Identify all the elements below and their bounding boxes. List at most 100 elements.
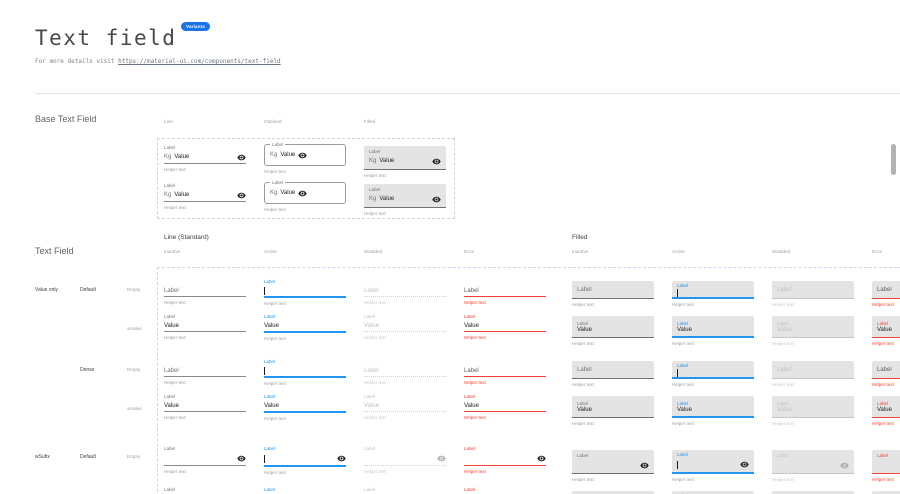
field-label: Label (364, 287, 379, 294)
field-floating-label (364, 278, 446, 285)
helper-text: Helper text (164, 469, 186, 474)
text-field-line-disabled[interactable]: Label Helper text (364, 358, 446, 385)
text-field-filled-active[interactable]: Label Helper text (672, 278, 754, 307)
text-field-line-inactive[interactable]: Label Helper text (164, 278, 246, 305)
scrollbar-thumb[interactable] (891, 144, 896, 175)
text-field-line-inactive[interactable]: Label Kg Value Helper text (164, 182, 246, 210)
visibility-icon[interactable] (840, 461, 849, 470)
text-field-line-error[interactable]: Label Helper text (464, 358, 546, 385)
row-label-state: Empty (127, 454, 141, 459)
text-field-filled-error[interactable]: Label Helper text (872, 445, 900, 482)
field-floating-label (464, 358, 546, 365)
text-field-outlined-inactive[interactable]: Label Kg Value Helper text (264, 140, 346, 174)
text-field-line-active[interactable]: Label Helper text (264, 445, 346, 475)
field-floating-label (464, 278, 546, 285)
text-field-line-inactive[interactable]: Label Helper text (164, 445, 246, 474)
field-floating-label: Label (164, 314, 176, 319)
text-field-line-active[interactable]: Label Helper text (264, 278, 346, 306)
field-value: Value (877, 327, 892, 333)
text-field-filled-disabled[interactable]: Label Helper text (772, 445, 854, 482)
row-label-subgroup: Dense (80, 367, 95, 373)
text-field-filled-disabled[interactable]: Label Helper text (772, 278, 854, 307)
field-label: Label (464, 287, 479, 294)
field-floating-label: Label (164, 183, 176, 188)
text-field-filled-inactive[interactable]: Label Kg Value Helper text (364, 144, 446, 178)
helper-text: Helper text (164, 167, 186, 172)
col-header-line-inactive: Inactive (164, 249, 181, 254)
text-field-filled-inactive[interactable]: Label Helper text (572, 358, 654, 387)
text-field-line-inactive[interactable]: Label Helper text (164, 358, 246, 385)
visibility-icon[interactable] (237, 454, 246, 463)
helper-text: Helper text (364, 211, 386, 216)
visibility-icon[interactable] (298, 189, 307, 198)
helper-text: Helper text (464, 300, 486, 305)
helper-text: Helper text (772, 421, 794, 426)
visibility-icon[interactable] (537, 454, 546, 463)
field-floating-label: Label (364, 487, 376, 492)
field-floating-label: Label (464, 314, 476, 319)
text-field-filled-error[interactable]: Label Helper text (872, 358, 900, 387)
col-header-line-error: Error (464, 249, 475, 254)
text-field-filled-active[interactable]: Label Helper text (672, 445, 754, 482)
helper-text: Helper text (872, 477, 894, 482)
text-field-line-error[interactable]: Label Helper text (464, 445, 546, 474)
text-field-line-inactive[interactable]: Label Kg Value Helper text (164, 144, 246, 172)
visibility-icon[interactable] (237, 153, 246, 162)
text-field-filled-inactive[interactable]: Label Kg Value Helper text (364, 182, 446, 216)
row-label-state: Empty (127, 287, 141, 292)
text-field-outlined-inactive[interactable]: Label Kg Value Helper text (264, 178, 346, 212)
field-value: Value (877, 407, 892, 413)
visibility-icon[interactable] (432, 157, 441, 166)
text-field-line-disabled[interactable]: Label Helper text (364, 445, 446, 474)
visibility-icon[interactable] (437, 454, 446, 463)
visibility-icon[interactable] (298, 151, 307, 160)
helper-text: Helper text (164, 380, 186, 385)
text-field-line-disabled[interactable]: Label Helper text (364, 278, 446, 305)
visibility-icon[interactable] (640, 461, 649, 470)
text-field-filled-error[interactable]: Label Helper text (872, 278, 900, 307)
visibility-icon[interactable] (337, 454, 346, 463)
intro-link[interactable]: https://material-ui.com/components/text-… (118, 58, 281, 65)
base-components-container (157, 138, 455, 219)
field-floating-label: Label (264, 314, 276, 319)
field-label: Label (577, 366, 592, 373)
helper-text: Helper text (572, 341, 594, 346)
visibility-icon[interactable] (237, 191, 246, 200)
visibility-icon[interactable] (432, 195, 441, 204)
text-field-line-active[interactable]: Label Helper text (264, 358, 346, 386)
text-field-line-error[interactable]: Label Helper text (464, 278, 546, 305)
text-field-filled-active[interactable]: Label Helper text (672, 358, 754, 387)
helper-text: Helper text (164, 205, 186, 210)
helper-text: Helper text (572, 421, 594, 426)
text-field-filled-inactive[interactable]: Label Helper text (572, 445, 654, 482)
col-header-filled-disabled: Disabled (772, 249, 791, 254)
text-field-filled-inactive[interactable]: Label Helper text (572, 278, 654, 307)
visibility-icon[interactable] (740, 460, 749, 469)
text-field-filled-disabled[interactable]: Label Helper text (772, 358, 854, 387)
helper-text: Helper text (572, 302, 594, 307)
